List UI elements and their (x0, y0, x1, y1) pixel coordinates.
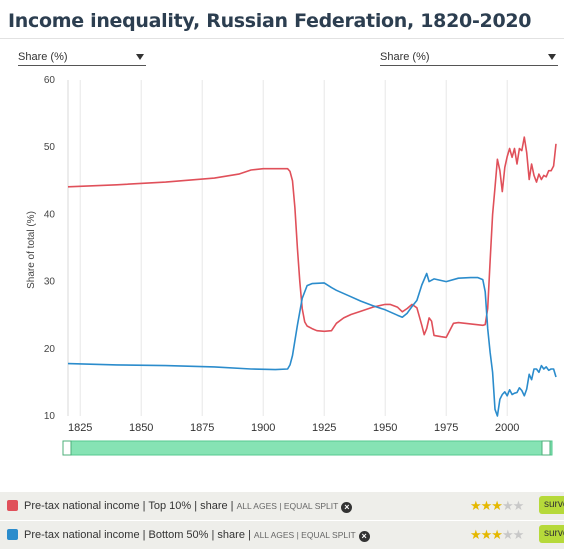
close-icon[interactable]: × (341, 502, 353, 513)
star-filled-icon: ★★★ (470, 498, 503, 513)
legend-item-label: Pre-tax national income | Bottom 50% | s… (24, 529, 370, 542)
right-axis-dropdown-label: Share (%) (380, 51, 430, 63)
y-tick-label: 50 (44, 142, 56, 153)
star-filled-icon: ★★★ (470, 527, 503, 542)
chart-grid (67, 80, 508, 416)
time-range-slider[interactable] (62, 440, 553, 456)
star-empty-icon: ★★ (501, 498, 524, 513)
x-tick-label: 1850 (129, 422, 153, 434)
x-tick-label: 1900 (251, 422, 275, 434)
legend-item-top-10[interactable]: Pre-tax national income | Top 10% | shar… (0, 492, 564, 520)
x-tick-label: 1950 (373, 422, 397, 434)
y-tick-label: 30 (44, 277, 56, 288)
legend-item-main-text: Pre-tax national income | Top 10% | shar… (24, 500, 237, 512)
left-axis-dropdown-label: Share (%) (18, 51, 68, 63)
slider-handle-left[interactable] (62, 440, 72, 456)
chevron-down-icon (136, 54, 144, 60)
y-tick-label: 40 (44, 209, 56, 220)
series-line-bottom-50[interactable] (67, 272, 557, 417)
survey-button[interactable]: survey (539, 496, 564, 514)
quality-rating: ★★★★★ (470, 527, 524, 543)
y-tick-label: 10 (44, 411, 56, 422)
quality-rating: ★★★★★ (470, 498, 524, 514)
title-divider (0, 38, 564, 39)
page-title: Income inequality, Russian Federation, 1… (8, 10, 532, 32)
y-axis-ticks: 10 20 30 40 50 60 (44, 75, 56, 422)
series-line-top-10[interactable] (67, 136, 557, 339)
x-tick-label: 1925 (312, 422, 336, 434)
legend-item-bottom-50[interactable]: Pre-tax national income | Bottom 50% | s… (0, 521, 564, 549)
chart-series (67, 136, 557, 417)
x-tick-label: 1825 (68, 422, 92, 434)
legend-item-main-text: Pre-tax national income | Bottom 50% | s… (24, 529, 254, 541)
left-axis-dropdown[interactable]: Share (%) (18, 48, 146, 66)
star-empty-icon: ★★ (501, 527, 524, 542)
close-icon[interactable]: × (358, 531, 370, 542)
legend-item-small-text: ALL AGES | EQUAL SPLIT (236, 501, 339, 511)
series-color-swatch (7, 529, 18, 540)
x-tick-label: 1875 (190, 422, 214, 434)
y-tick-label: 60 (44, 75, 56, 86)
y-tick-label: 20 (44, 344, 56, 355)
x-tick-label: 1975 (434, 422, 458, 434)
x-tick-label: 2000 (495, 422, 519, 434)
legend-item-small-text: ALL AGES | EQUAL SPLIT (253, 530, 356, 540)
slider-track[interactable] (62, 440, 553, 456)
x-axis-ticks: 1825 1850 1875 1900 1925 1950 1975 2000 (68, 422, 519, 434)
survey-button[interactable]: survey (539, 525, 564, 543)
slider-handle-right[interactable] (541, 440, 551, 456)
right-axis-dropdown[interactable]: Share (%) (380, 48, 558, 66)
y-axis-label: Share of total (%) (26, 211, 37, 289)
legend-item-label: Pre-tax national income | Top 10% | shar… (24, 500, 353, 513)
line-chart: 10 20 30 40 50 60 Share of total (%) 1825 1850… (26, 75, 557, 456)
series-color-swatch (7, 500, 18, 511)
chevron-down-icon (548, 54, 556, 60)
